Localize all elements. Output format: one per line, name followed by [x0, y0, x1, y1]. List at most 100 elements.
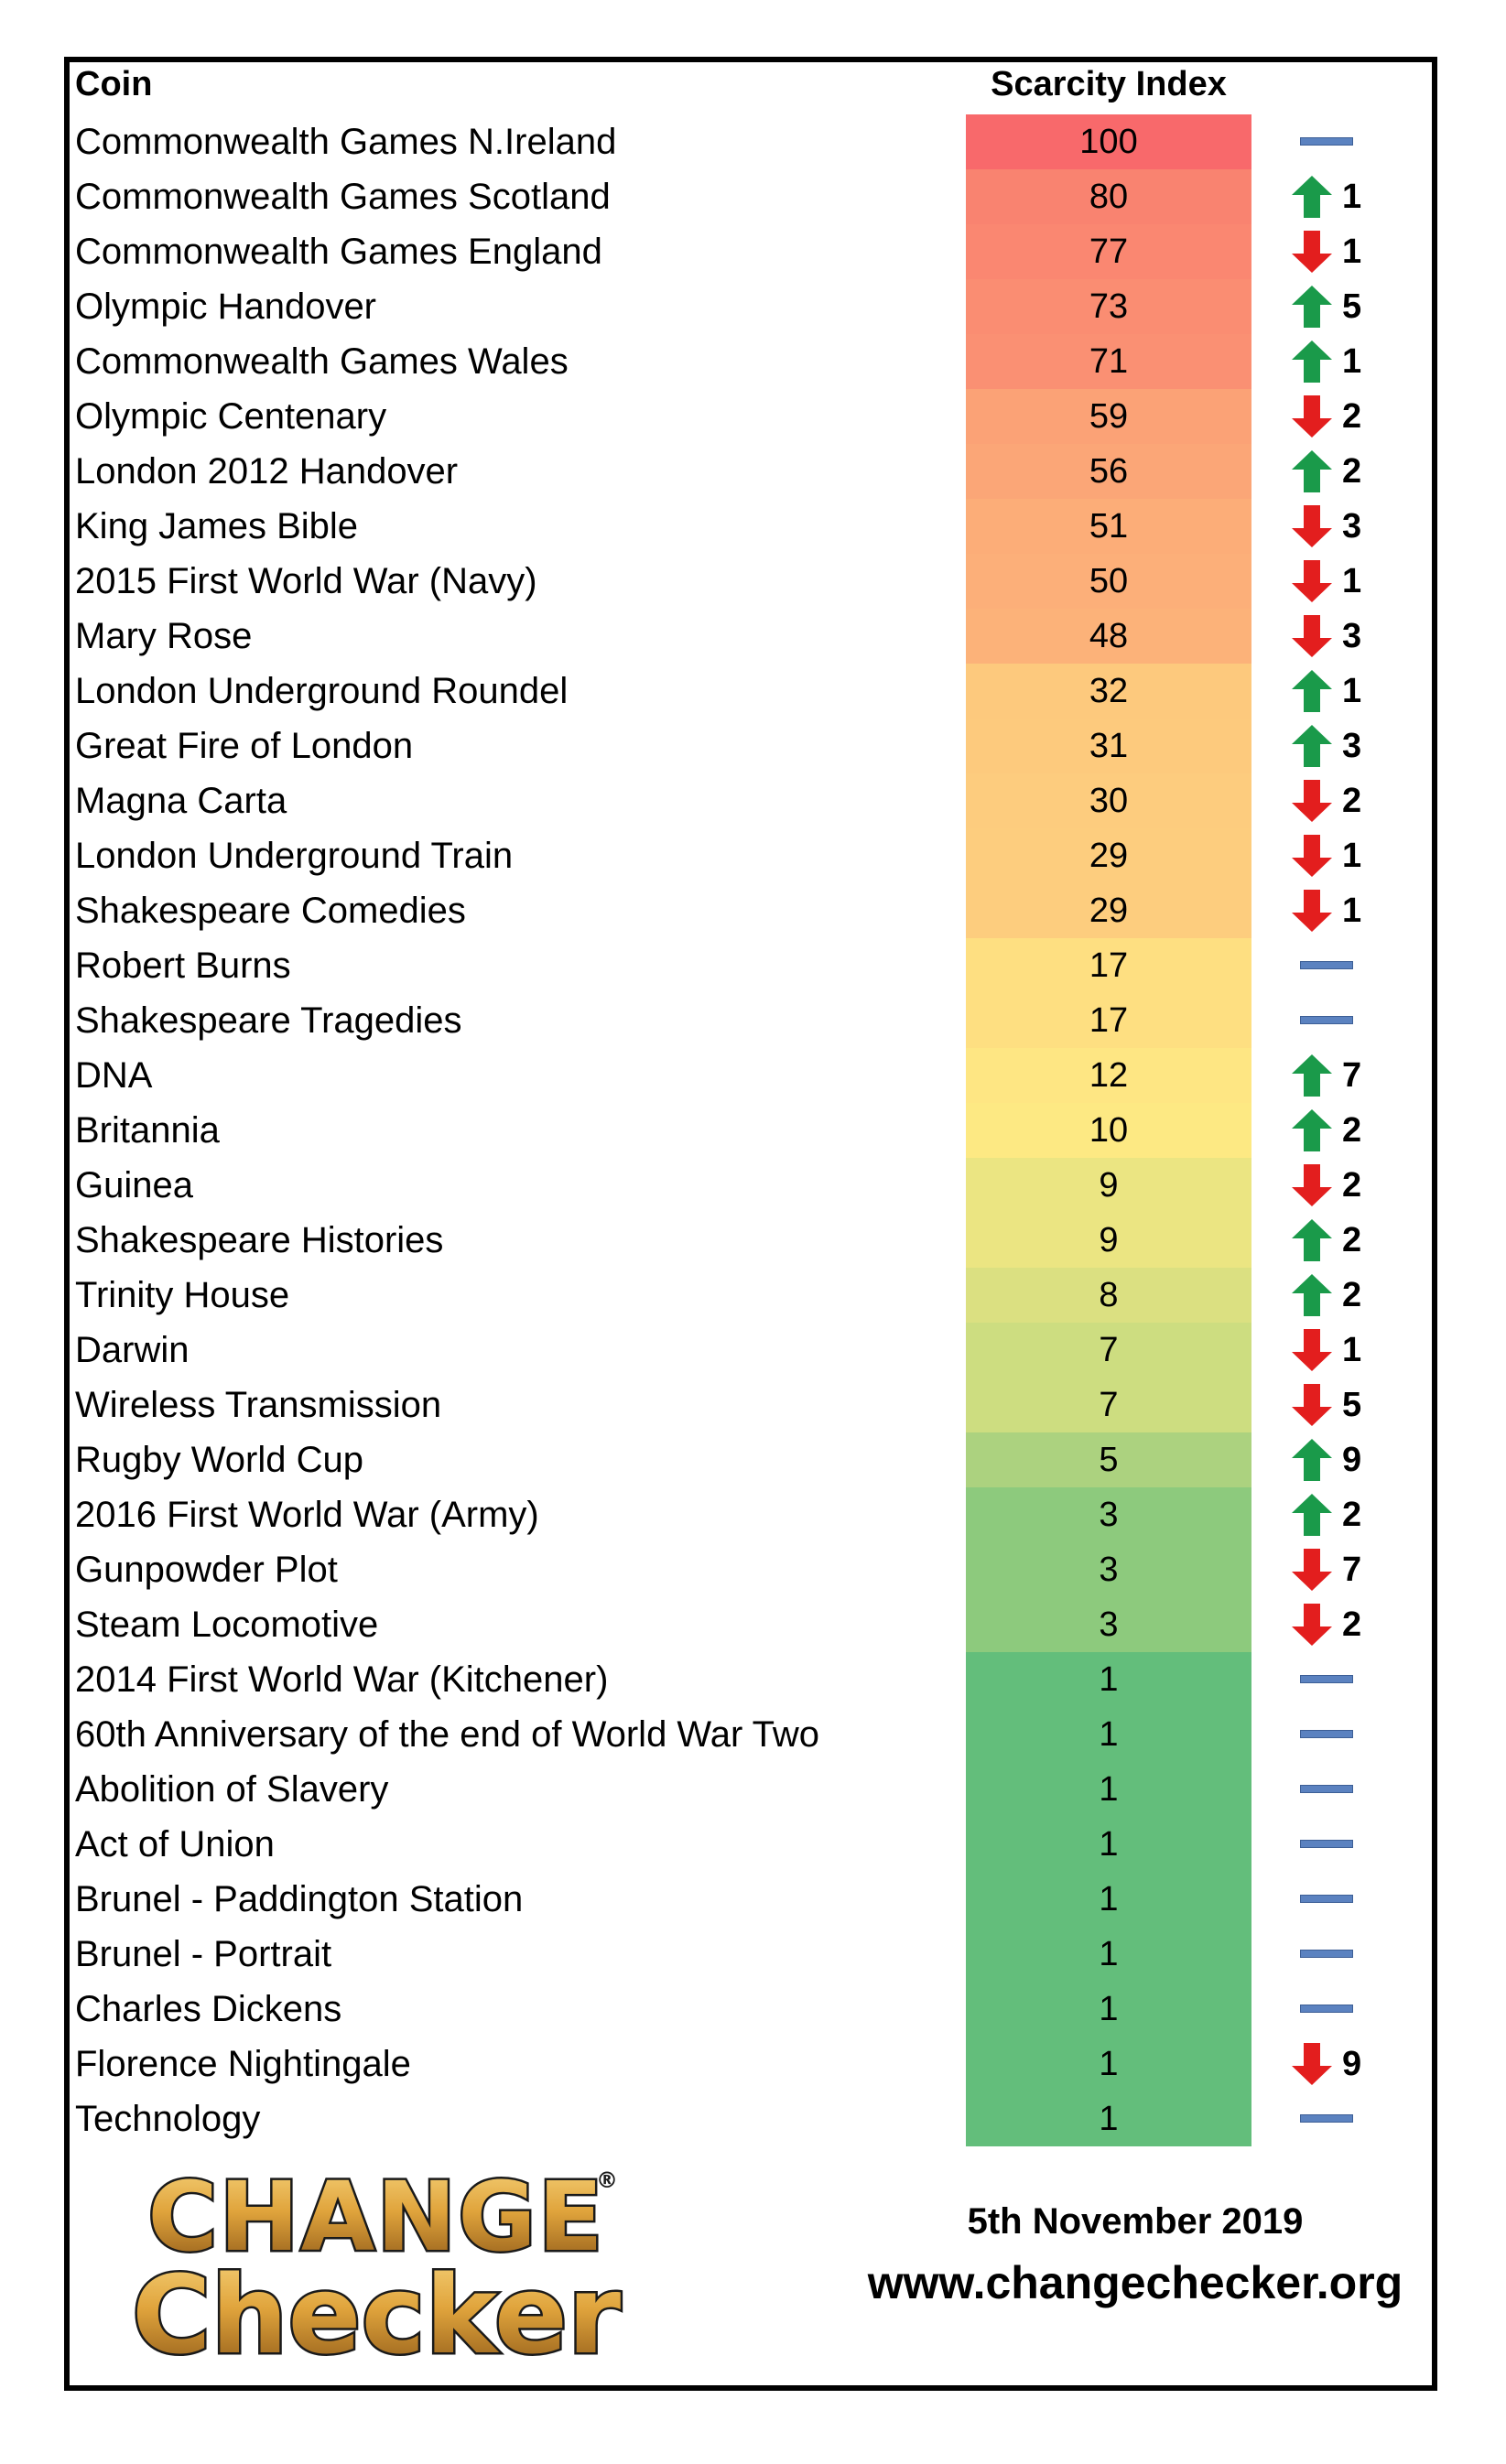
coin-name: Wireless Transmission: [75, 1385, 442, 1425]
coin-row: Shakespeare Tragedies 17: [73, 993, 1428, 1048]
scarcity-index-value: 1: [966, 1762, 1251, 1817]
coin-name: Commonwealth Games England: [75, 232, 602, 272]
arrow-up-icon: [1292, 340, 1332, 383]
report-date: 5th November 2019: [967, 2201, 1304, 2242]
rank-change: 2: [1282, 389, 1410, 444]
arrow-down-icon: [1292, 505, 1332, 547]
table-frame: [64, 57, 1437, 2391]
coin-row: Charles Dickens 1: [73, 1982, 1428, 2037]
rank-change: 7: [1282, 1048, 1410, 1103]
arrow-up-icon: [1292, 1439, 1332, 1481]
no-change-dash-icon: [1300, 1675, 1353, 1683]
scarcity-index-value: 12: [966, 1048, 1251, 1103]
arrow-up-icon: [1292, 1054, 1332, 1097]
rank-change: [1282, 1707, 1410, 1762]
rank-change-value: 9: [1342, 1441, 1362, 1479]
scarcity-index-value: 71: [966, 334, 1251, 389]
rank-change: [1282, 1817, 1410, 1872]
coin-name: Act of Union: [75, 1824, 275, 1864]
rank-change: 1: [1282, 334, 1410, 389]
rank-change-value: 1: [1342, 672, 1362, 710]
coin-row: 2015 First World War (Navy) 50 1: [73, 554, 1428, 609]
rank-change: 2: [1282, 773, 1410, 828]
coin-row: Wireless Transmission 7 5: [73, 1378, 1428, 1432]
coin-row: Steam Locomotive 3 2: [73, 1597, 1428, 1652]
coin-row: Florence Nightingale 1 9: [73, 2037, 1428, 2091]
scarcity-index-value: 56: [966, 444, 1251, 499]
coin-row: Act of Union 1: [73, 1817, 1428, 1872]
coin-name: Steam Locomotive: [75, 1605, 379, 1645]
coin-row: DNA 12 7: [73, 1048, 1428, 1103]
coin-row: 60th Anniversary of the end of World War…: [73, 1707, 1428, 1762]
coin-name: Magna Carta: [75, 781, 287, 821]
no-change-dash-icon: [1300, 1895, 1353, 1903]
coin-row: Olympic Centenary 59 2: [73, 389, 1428, 444]
rank-change: [1282, 114, 1410, 169]
arrow-up-icon: [1292, 450, 1332, 492]
coin-row: Rugby World Cup 5 9: [73, 1432, 1428, 1487]
coin-name: 60th Anniversary of the end of World War…: [75, 1714, 820, 1755]
registered-mark: ®: [596, 2167, 618, 2193]
rank-change-value: 2: [1342, 1111, 1362, 1150]
coin-name: Darwin: [75, 1330, 190, 1370]
coin-row: Trinity House 8 2: [73, 1268, 1428, 1323]
scarcity-index-value: 1: [966, 1707, 1251, 1762]
scarcity-index-value: 1: [966, 1872, 1251, 1927]
scarcity-index-value: 30: [966, 773, 1251, 828]
coin-row: 2014 First World War (Kitchener) 1: [73, 1652, 1428, 1707]
coin-row: Brunel - Portrait 1: [73, 1927, 1428, 1982]
rank-change: 1: [1282, 554, 1410, 609]
coin-name: Technology: [75, 2099, 261, 2139]
coin-name: 2014 First World War (Kitchener): [75, 1659, 609, 1700]
coin-row: Commonwealth Games Wales 71 1: [73, 334, 1428, 389]
coin-name: Britannia: [75, 1110, 220, 1151]
coin-row: London 2012 Handover 56 2: [73, 444, 1428, 499]
rank-change: 3: [1282, 719, 1410, 773]
coin-row: Robert Burns 17: [73, 938, 1428, 993]
coin-name: Shakespeare Histories: [75, 1220, 444, 1260]
rank-change: 3: [1282, 609, 1410, 664]
coin-name: Commonwealth Games N.Ireland: [75, 122, 617, 162]
coin-name: Charles Dickens: [75, 1989, 342, 2029]
scarcity-index-value: 7: [966, 1378, 1251, 1432]
rank-change-value: 2: [1342, 1166, 1362, 1205]
scarcity-index-value: 77: [966, 224, 1251, 279]
coin-name: Olympic Centenary: [75, 396, 387, 437]
coin-row: Gunpowder Plot 3 7: [73, 1542, 1428, 1597]
rank-change: [1282, 2091, 1410, 2146]
scarcity-index-value: 3: [966, 1542, 1251, 1597]
rank-change-value: 1: [1342, 342, 1362, 381]
rank-change: [1282, 1982, 1410, 2037]
scarcity-index-value: 17: [966, 993, 1251, 1048]
coin-row: Great Fire of London 31 3: [73, 719, 1428, 773]
no-change-dash-icon: [1300, 1785, 1353, 1793]
scarcity-index-value: 80: [966, 169, 1251, 224]
coin-row: Olympic Handover 73 5: [73, 279, 1428, 334]
rank-change: 1: [1282, 883, 1410, 938]
website-link[interactable]: www.changechecker.org: [867, 2257, 1403, 2308]
scarcity-index-value: 1: [966, 1652, 1251, 1707]
arrow-up-icon: [1292, 1219, 1332, 1261]
rank-change-value: 3: [1342, 507, 1362, 546]
coin-name: Commonwealth Games Scotland: [75, 177, 611, 217]
coin-row: Commonwealth Games Scotland 80 1: [73, 169, 1428, 224]
scarcity-index-value: 1: [966, 1927, 1251, 1982]
no-change-dash-icon: [1300, 1016, 1353, 1024]
rank-change: [1282, 1927, 1410, 1982]
scarcity-index-value: 8: [966, 1268, 1251, 1323]
rank-change-value: 2: [1342, 1221, 1362, 1259]
arrow-down-icon: [1292, 395, 1332, 438]
coin-row: Magna Carta 30 2: [73, 773, 1428, 828]
rank-change: 2: [1282, 1268, 1410, 1323]
arrow-down-icon: [1292, 835, 1332, 877]
scarcity-index-value: 1: [966, 2037, 1251, 2091]
scarcity-index-value: 7: [966, 1323, 1251, 1378]
coin-name: Robert Burns: [75, 946, 291, 986]
coin-name: Mary Rose: [75, 616, 253, 656]
rank-change-value: 2: [1342, 452, 1362, 491]
scarcity-index-value: 9: [966, 1213, 1251, 1268]
coin-row: Commonwealth Games England 77 1: [73, 224, 1428, 279]
rank-change: 2: [1282, 1158, 1410, 1213]
arrow-down-icon: [1292, 1164, 1332, 1206]
rank-change: 2: [1282, 1213, 1410, 1268]
